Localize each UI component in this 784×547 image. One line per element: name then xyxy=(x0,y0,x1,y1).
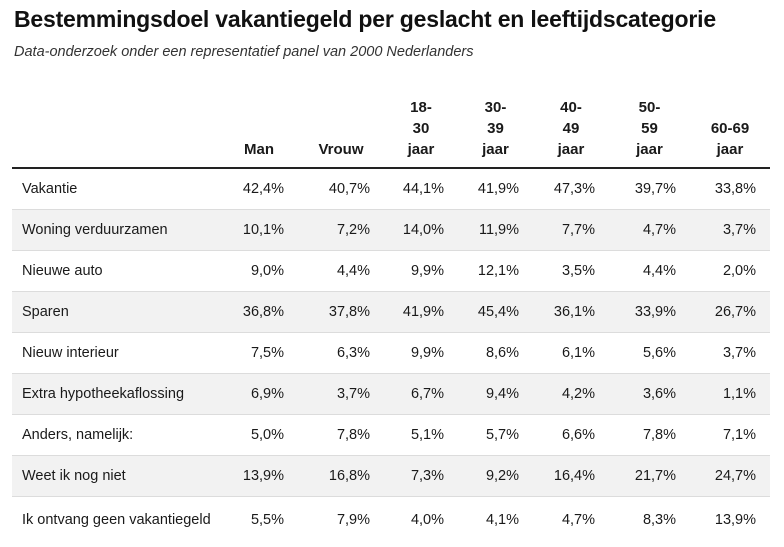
table-cell-value: 12,1% xyxy=(458,250,533,292)
table-row: Vakantie 42,4% 40,7% 44,1% 41,9% 47,3% 39,7% 33… xyxy=(12,168,770,210)
column-header: Man xyxy=(220,88,298,169)
table-cell-value: 5,7% xyxy=(458,414,533,456)
table-cell-value: 6,7% xyxy=(384,373,458,415)
table-cell-value: 41,9% xyxy=(384,291,458,333)
table-cell-value: 1,1% xyxy=(690,373,770,415)
table-cell-value: 14,0% xyxy=(384,209,458,251)
table-cell-value: 7,2% xyxy=(298,209,384,251)
table-cell-value: 9,9% xyxy=(384,250,458,292)
column-header-label xyxy=(12,88,220,169)
column-header: 50- 59 jaar xyxy=(609,88,690,169)
row-label: Anders, namelijk: xyxy=(12,414,220,456)
table-cell-value: 26,7% xyxy=(690,291,770,333)
table-cell-value: 5,6% xyxy=(609,332,690,374)
table-cell-value: 8,6% xyxy=(458,332,533,374)
table-cell-value: 42,4% xyxy=(220,168,298,210)
column-header: 18- 30 jaar xyxy=(384,88,458,169)
table-cell-value: 3,7% xyxy=(690,332,770,374)
table-cell-value: 47,3% xyxy=(533,168,609,210)
table-header-row: Man Vrouw 18- 30 jaar 30- 39 jaar 40- 49 jaa… xyxy=(12,88,770,169)
table-cell-value: 37,8% xyxy=(298,291,384,333)
table-cell-value: 16,4% xyxy=(533,455,609,497)
table-cell-value: 6,3% xyxy=(298,332,384,374)
table-cell-value: 6,9% xyxy=(220,373,298,415)
table-cell-value: 5,0% xyxy=(220,414,298,456)
table-cell-value: 9,0% xyxy=(220,250,298,292)
table-cell-value: 7,5% xyxy=(220,332,298,374)
table-cell-value: 3,7% xyxy=(298,373,384,415)
table-cell-value: 4,7% xyxy=(609,209,690,251)
row-label: Vakantie xyxy=(12,168,220,210)
table-cell-value: 7,9% xyxy=(336,512,370,528)
column-header: 30- 39 jaar xyxy=(458,88,533,169)
row-label: Weet ik nog niet xyxy=(12,455,220,497)
table-cell-value: 4,2% xyxy=(533,373,609,415)
table-cell-value: 13,9% xyxy=(714,512,756,528)
table-row: Sparen 36,8% 37,8% 41,9% 45,4% 36,1% 33,9% 26,7… xyxy=(12,291,770,333)
row-label: Ik ontvang geen vakantiegeld xyxy=(22,512,211,528)
table-cell-value: 21,7% xyxy=(609,455,690,497)
table-cell-value: 4,0% xyxy=(410,512,444,528)
table-cell-value: 8,3% xyxy=(642,512,676,528)
table-row: Ik ontvang geen vakantiegeld 5,5% 7,9% 4,0%… xyxy=(12,497,770,544)
table-cell-value: 4,1% xyxy=(485,512,519,528)
table-cell-value: 3,6% xyxy=(609,373,690,415)
table-cell-value: 11,9% xyxy=(458,209,533,251)
table-row: Extra hypotheekaflossing 6,9% 3,7% 6,7% 9,4%… xyxy=(12,373,770,415)
table-cell-value: 6,6% xyxy=(533,414,609,456)
table-row: Nieuwe auto 9,0% 4,4% 9,9% 12,1% 3,5% 4,4% 2,0% xyxy=(12,250,770,292)
table-cell-value: 4,7% xyxy=(561,512,595,528)
row-label: Nieuw interieur xyxy=(12,332,220,374)
table-cell-value: 36,8% xyxy=(220,291,298,333)
table-cell-value: 6,1% xyxy=(533,332,609,374)
table-cell-value: 9,4% xyxy=(458,373,533,415)
table-cell-value: 45,4% xyxy=(458,291,533,333)
page-title: Bestemmingsdoel vakantiegeld per geslach… xyxy=(14,6,716,32)
table-row: Nieuw interieur 7,5% 6,3% 9,9% 8,6% 6,1% 5,6% 3… xyxy=(12,332,770,374)
table-cell-value: 39,7% xyxy=(609,168,690,210)
table-cell-value: 13,9% xyxy=(220,455,298,497)
table-body: Vakantie 42,4% 40,7% 44,1% 41,9% 47,3% 39,7% 33… xyxy=(12,168,770,543)
table-cell-value: 4,4% xyxy=(609,250,690,292)
table-cell-value: 4,4% xyxy=(298,250,384,292)
column-header: Vrouw xyxy=(298,88,384,169)
table-cell-value: 5,1% xyxy=(384,414,458,456)
column-header: 40- 49 jaar xyxy=(533,88,609,169)
table-cell-value: 5,5% xyxy=(250,512,284,528)
table-cell-value: 44,1% xyxy=(384,168,458,210)
table-row: Anders, namelijk: 5,0% 7,8% 5,1% 5,7% 6,6% 7,8… xyxy=(12,414,770,456)
column-header: 60-69 jaar xyxy=(690,88,770,169)
table-row: Woning verduurzamen 10,1% 7,2% 14,0% 11,9% 7,… xyxy=(12,209,770,251)
table-cell-value: 33,8% xyxy=(690,168,770,210)
table-cell-value: 2,0% xyxy=(690,250,770,292)
table-cell-value: 40,7% xyxy=(298,168,384,210)
row-label: Woning verduurzamen xyxy=(12,209,220,251)
table-cell-value: 36,1% xyxy=(533,291,609,333)
data-table: Man Vrouw 18- 30 jaar 30- 39 jaar 40- 49 jaa… xyxy=(12,88,770,543)
table-cell-value: 9,9% xyxy=(384,332,458,374)
table-cell-value: 7,8% xyxy=(298,414,384,456)
table-cell-value: 3,5% xyxy=(533,250,609,292)
table-cell-value: 33,9% xyxy=(609,291,690,333)
page-subtitle: Data-onderzoek onder een representatief … xyxy=(14,44,474,60)
table-cell-value: 3,7% xyxy=(690,209,770,251)
table-cell-value: 9,2% xyxy=(458,455,533,497)
table-cell-value: 7,7% xyxy=(533,209,609,251)
row-label: Sparen xyxy=(12,291,220,333)
table-cell-value: 24,7% xyxy=(690,455,770,497)
table-cell-value: 7,8% xyxy=(609,414,690,456)
row-label: Nieuwe auto xyxy=(12,250,220,292)
row-label: Extra hypotheekaflossing xyxy=(12,373,220,415)
table-cell-value: 16,8% xyxy=(298,455,384,497)
table-row: Weet ik nog niet 13,9% 16,8% 7,3% 9,2% 16,4% 2… xyxy=(12,455,770,497)
table-cell-value: 10,1% xyxy=(220,209,298,251)
table-cell-value: 7,1% xyxy=(690,414,770,456)
table-cell-value: 7,3% xyxy=(384,455,458,497)
table-cell-value: 41,9% xyxy=(458,168,533,210)
